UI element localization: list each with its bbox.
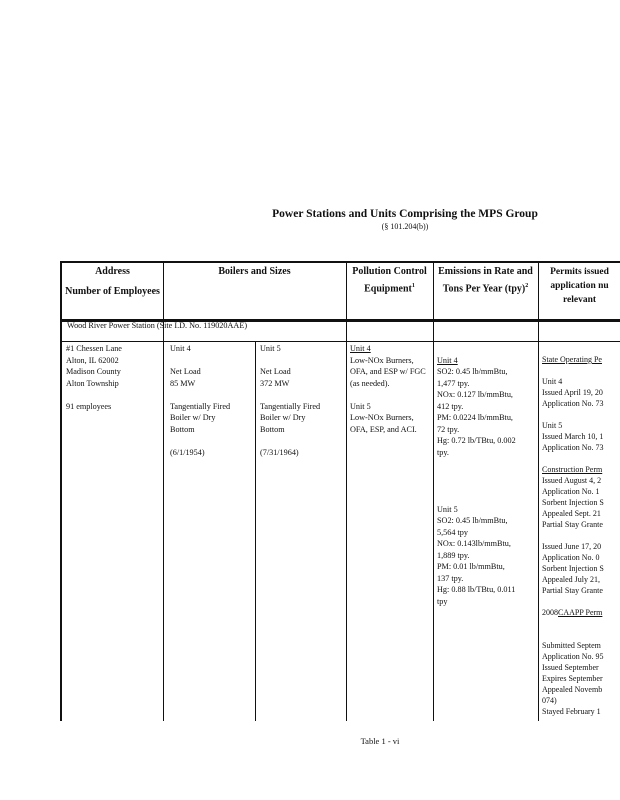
address-cell: #1 Chessen Lane Alton, IL 62002 Madison …: [66, 344, 122, 411]
header-emissions: Emissions in Rate and Tons Per Year (tpy…: [433, 265, 538, 296]
header-boilers: Boilers and Sizes: [218, 266, 291, 277]
caapp-prefix: 2008: [542, 608, 558, 617]
column-divider: [538, 263, 539, 721]
emissions-cell: Unit 4 SO2: 0.45 lb/mmBtu, 1,477 tpy. NOx…: [437, 343, 537, 619]
emissions-unit4-label: Unit 4: [437, 355, 458, 365]
state-permit-details: Unit 4 Issued April 19, 20 Application N…: [542, 377, 604, 452]
emissions-unit5: SO2: 0.45 lb/mmBtu, 5,564 tpy NOx: 0.143…: [437, 516, 516, 606]
pollution-unit5-label: Unit 5: [350, 401, 371, 411]
header-emissions-label: Emissions in Rate and Tons Per Year (tpy…: [438, 266, 533, 295]
pollution-cell: Unit 4 Low-NOx Burners, OFA, and ESP w/ F…: [350, 343, 432, 435]
pollution-unit5: Low-NOx Burners, OFA, ESP, and ACI.: [350, 413, 417, 434]
column-divider: [163, 263, 164, 721]
caapp-permit-label: CAAPP Perm: [558, 608, 603, 617]
unit5-boiler-cell: Unit 5 Net Load 372 MW Tangentially Fire…: [260, 344, 321, 457]
station-name: Wood River Power Station (Site I.D. No. …: [67, 321, 248, 330]
emissions-unit5-label: Unit 5: [437, 504, 458, 514]
header-address: Address Number of Employees: [62, 265, 163, 299]
construction-permit-label: Construction Perm: [542, 465, 603, 474]
document-subtitle: (§ 101.204(b)): [381, 222, 429, 231]
construction-permit-details: Issued August 4, 2 Application No. 1 Sor…: [542, 476, 604, 595]
pollution-unit4-label: Unit 4: [350, 344, 371, 353]
unit4-boiler-cell: Unit 4 Net Load 85 MW Tangentially Fired…: [170, 344, 231, 457]
state-permit-label: State Operating Pe: [542, 355, 602, 364]
permits-cell: State Operating Pe Unit 4 Issued April 1…: [542, 343, 620, 728]
emissions-unit4: SO2: 0.45 lb/mmBtu, 1,477 tpy. NOx: 0.12…: [437, 367, 516, 457]
caapp-permit-details: Submitted Septem Application No. 95 Issu…: [542, 641, 604, 716]
row-divider: [62, 341, 620, 342]
page-footer: Table 1 - vi: [360, 736, 400, 746]
table-header: [62, 263, 620, 322]
column-divider: [346, 263, 347, 721]
footnote-marker: 2: [525, 283, 529, 289]
column-divider: [433, 263, 434, 721]
footnote-marker: 1: [411, 283, 415, 289]
power-stations-table: Address Number of Employees Boilers and S…: [60, 261, 620, 721]
header-employees-label: Number of Employees: [65, 286, 160, 297]
column-divider: [255, 341, 256, 721]
header-permits: Permits issued application nu relevant: [550, 267, 609, 305]
header-pollution-label: Pollution Control Equipment: [352, 266, 427, 295]
pollution-unit4: Low-NOx Burners, OFA, and ESP w/ FGC (as…: [350, 355, 426, 388]
header-address-label: Address: [95, 266, 130, 277]
header-pollution: Pollution Control Equipment1: [346, 265, 433, 296]
document-title: Power Stations and Units Comprising the …: [272, 208, 538, 220]
